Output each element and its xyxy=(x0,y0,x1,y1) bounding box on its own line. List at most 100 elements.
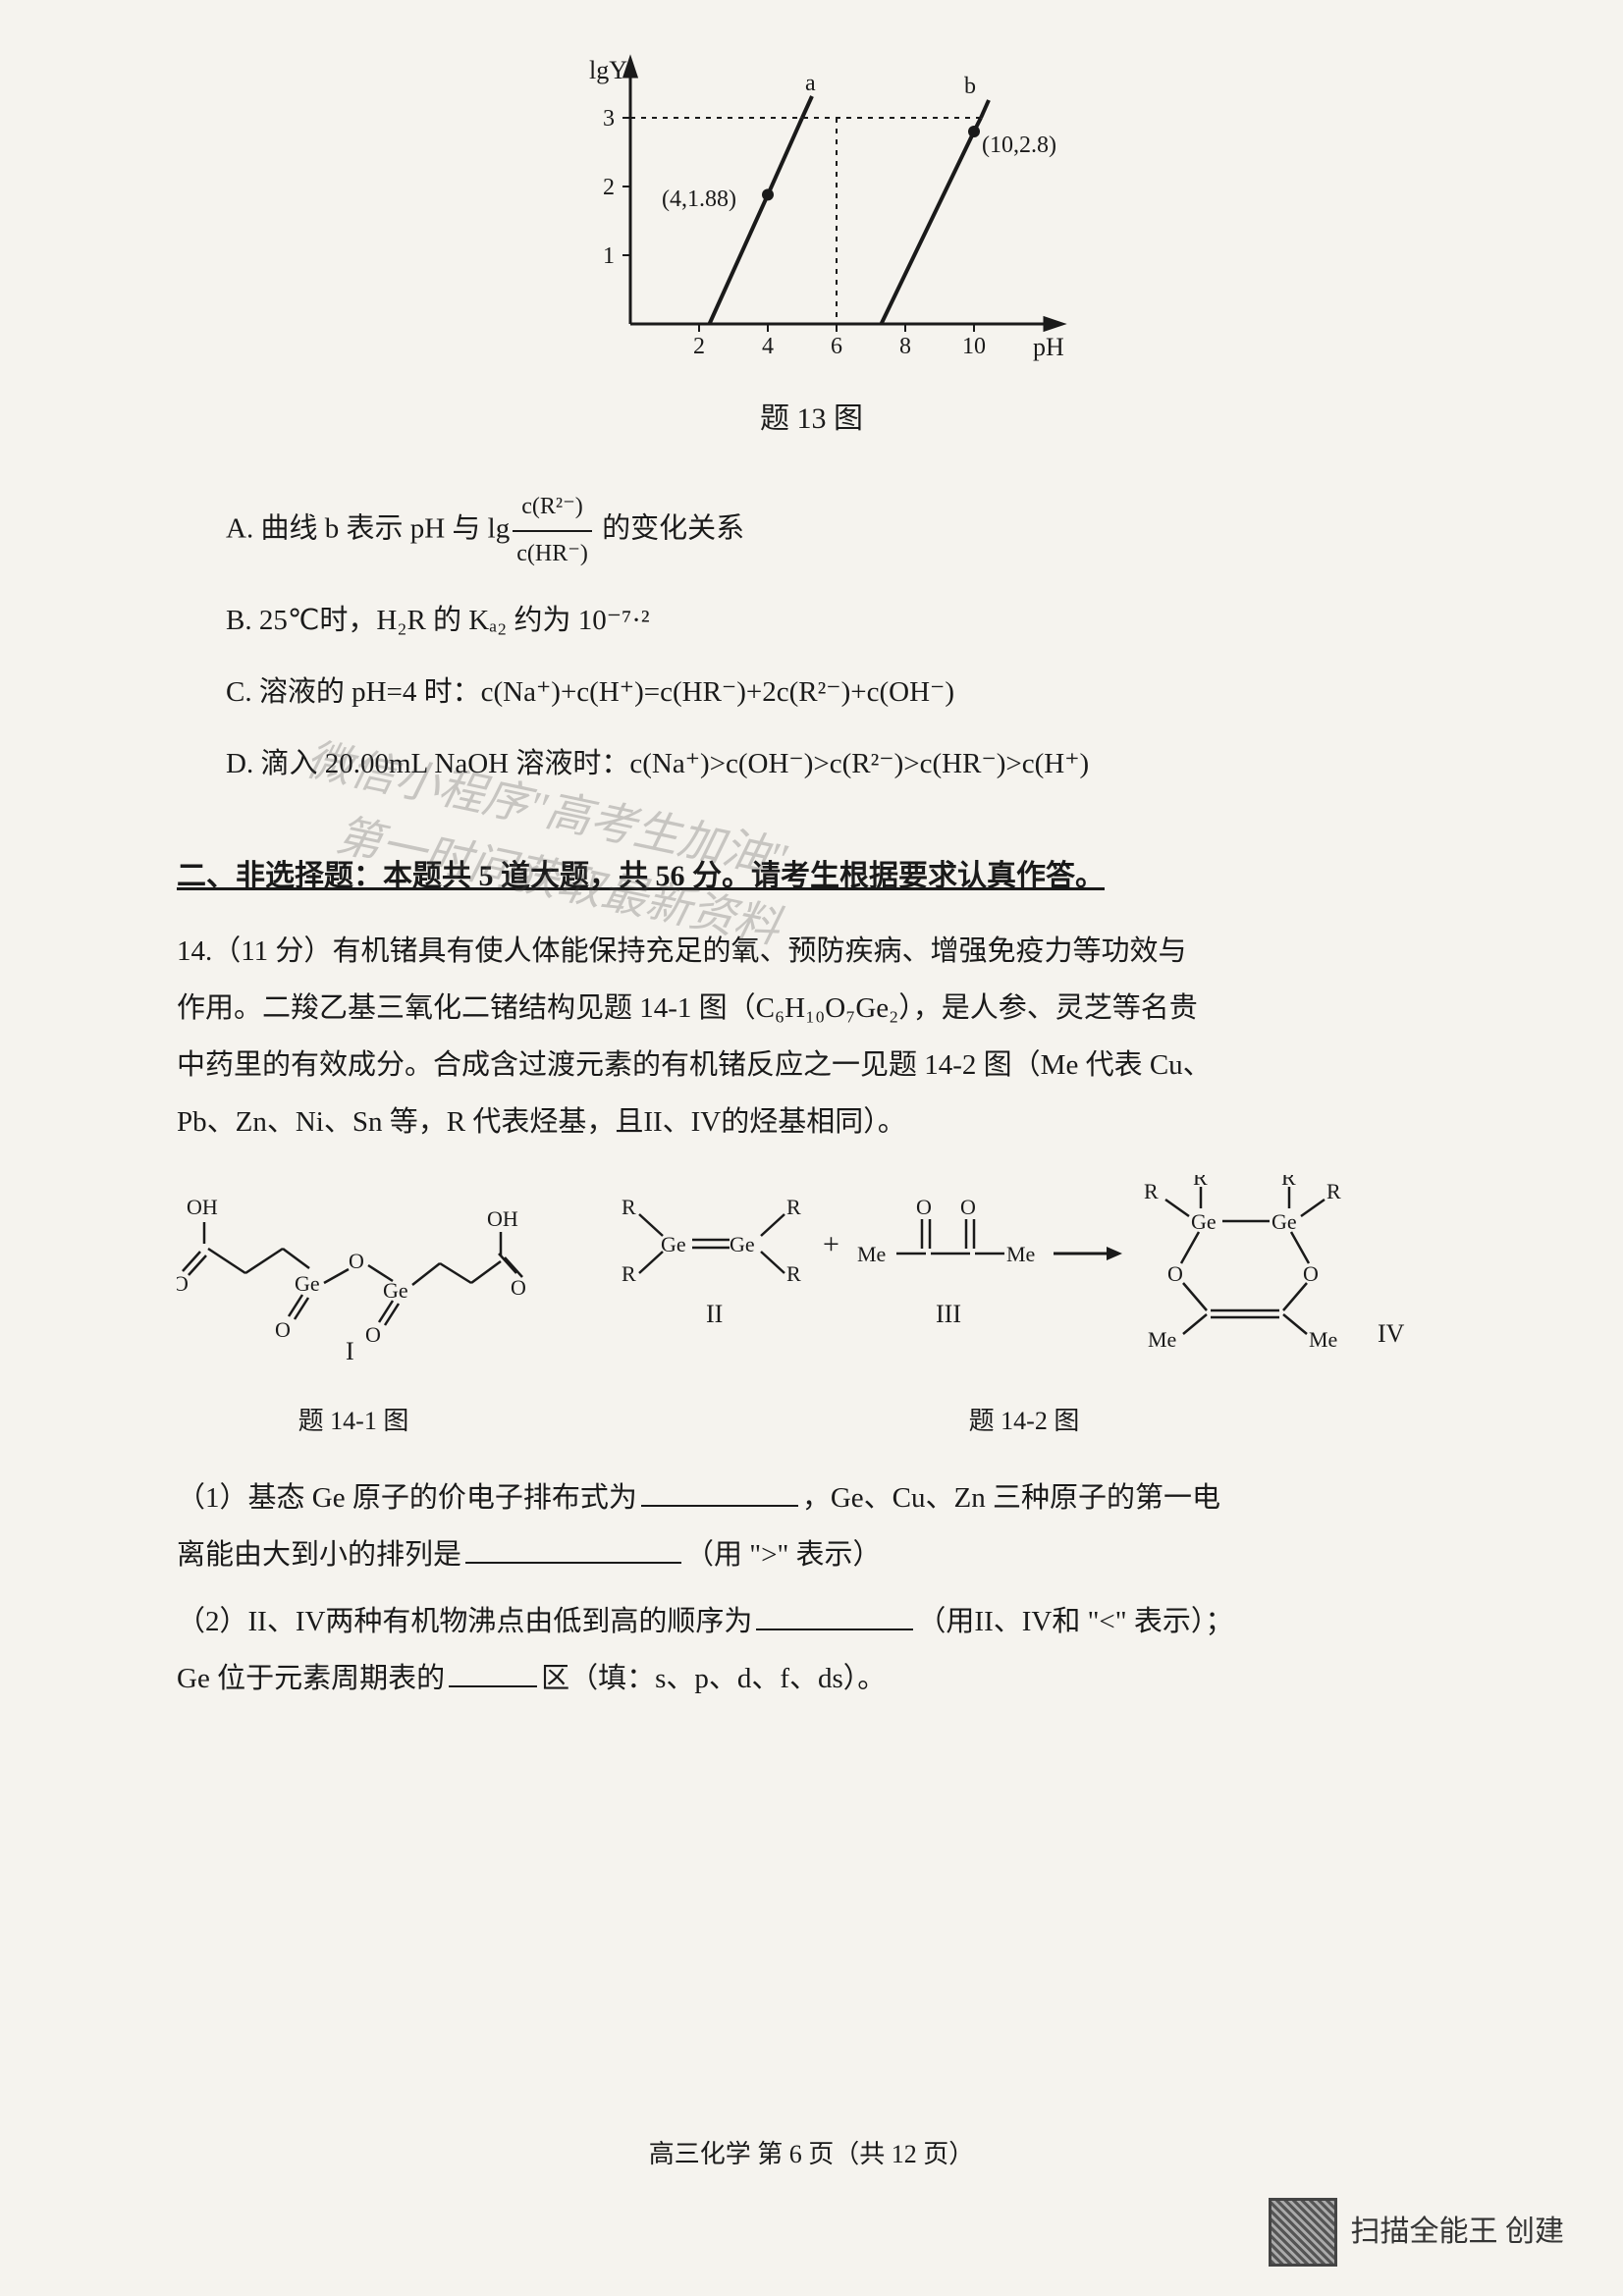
svg-text:10: 10 xyxy=(962,334,986,359)
figure-14-2-caption: 题 14-2 图 xyxy=(602,1399,1446,1445)
svg-text:O: O xyxy=(365,1322,381,1347)
svg-text:Ge: Ge xyxy=(295,1271,320,1296)
fig1-roman: I xyxy=(346,1337,354,1365)
svg-text:1: 1 xyxy=(603,243,615,269)
q14-sub2-line2-prefix: Ge 位于元素周期表的 xyxy=(177,1663,445,1694)
svg-text:Ge: Ge xyxy=(1271,1209,1297,1234)
svg-text:lgY: lgY xyxy=(589,56,627,84)
figure-14-2: R R Ge Ge R R II + Me xyxy=(602,1175,1446,1444)
svg-text:Ge: Ge xyxy=(383,1278,408,1303)
svg-text:a: a xyxy=(805,71,816,96)
scanner-watermark: 扫描全能王 创建 xyxy=(1269,2198,1565,2267)
q14-sub1-prefix: （1）基态 Ge 原子的价电子排布式为 xyxy=(177,1482,637,1514)
option-a-prefix: A. xyxy=(226,512,253,544)
svg-text:Me: Me xyxy=(857,1242,886,1266)
svg-text:Ge: Ge xyxy=(730,1232,755,1256)
option-d-prefix: D. xyxy=(226,748,253,779)
svg-text:b: b xyxy=(964,74,976,99)
q14-sub2-prefix: （2）II、IV两种有机物沸点由低到高的顺序为 xyxy=(177,1606,752,1637)
svg-text:O: O xyxy=(960,1195,976,1219)
option-a: A. 曲线 b 表示 pH 与 lgc(R²⁻)c(HR⁻) 的变化关系 xyxy=(226,485,1446,576)
svg-text:O: O xyxy=(275,1317,291,1342)
q14-figures: OH O Ge O O Ge xyxy=(177,1175,1446,1444)
q14-line1: 有机锗具有使人体能保持充足的氧、预防疾病、增强免疫力等功效与 xyxy=(332,935,1186,967)
q14-sub2-line2-tail: 区（填：s、p、d、f、ds）。 xyxy=(541,1663,886,1694)
blank-4 xyxy=(449,1653,537,1687)
svg-text:4: 4 xyxy=(762,334,774,359)
scanner-watermark-text: 扫描全能王 创建 xyxy=(1351,2206,1565,2259)
svg-text:8: 8 xyxy=(899,334,911,359)
q14-body: 14.（11 分）有机锗具有使人体能保持充足的氧、预防疾病、增强免疫力等功效与 … xyxy=(177,923,1446,1150)
svg-text:pH: pH xyxy=(1033,333,1064,361)
svg-text:2: 2 xyxy=(693,334,705,359)
svg-text:3: 3 xyxy=(603,106,615,132)
q14-sub1: （1）基态 Ge 原子的价电子排布式为 ，Ge、Cu、Zn 三种原子的第一电 离能… xyxy=(177,1469,1446,1583)
q14-sub1-mid: ，Ge、Cu、Zn 三种原子的第一电 xyxy=(802,1482,1220,1514)
svg-text:III: III xyxy=(936,1300,961,1328)
option-c-prefix: C. xyxy=(226,676,252,708)
svg-text:IV: IV xyxy=(1378,1319,1405,1348)
option-d: D. 滴入 20.00mL NaOH 溶液时：c(Na⁺)>c(OH⁻)>c(R… xyxy=(226,737,1446,791)
svg-text:O: O xyxy=(177,1271,189,1296)
section-2-header: 二、非选择题：本题共 5 道大题，共 56 分。请考生根据要求认真作答。 xyxy=(177,850,1446,903)
figure-14-1-caption: 题 14-1 图 xyxy=(177,1399,530,1445)
svg-text:Ge: Ge xyxy=(1191,1209,1217,1234)
option-c-text: 溶液的 pH=4 时：c(Na⁺)+c(H⁺)=c(HR⁻)+2c(R²⁻)+c… xyxy=(259,676,954,708)
svg-text:R: R xyxy=(1281,1175,1296,1190)
fraction-den: c(HR⁻) xyxy=(513,532,592,577)
svg-text:O: O xyxy=(511,1275,526,1300)
option-a-before: 曲线 b 表示 pH 与 lg xyxy=(260,512,510,544)
option-b: B. 25℃时，H₂R 的 Kₐ₂ 约为 10⁻⁷·² xyxy=(226,594,1446,648)
svg-text:Me: Me xyxy=(1006,1242,1035,1266)
option-d-text: 滴入 20.00mL NaOH 溶液时：c(Na⁺)>c(OH⁻)>c(R²⁻)… xyxy=(260,748,1089,779)
q14-line4: Pb、Zn、Ni、Sn 等，R 代表烃基，且II、IV的烃基相同）。 xyxy=(177,1106,906,1138)
svg-text:R: R xyxy=(786,1261,801,1286)
svg-text:Me: Me xyxy=(1148,1327,1176,1352)
figure-14-2-svg: R R Ge Ge R R II + Me xyxy=(602,1175,1446,1371)
q14-sub2: （2）II、IV两种有机物沸点由低到高的顺序为 （用II、IV和 "<" 表示）；… xyxy=(177,1593,1446,1707)
q13-chart-caption: 题 13 图 xyxy=(177,393,1446,446)
blank-2 xyxy=(465,1529,681,1564)
svg-text:(4,1.88): (4,1.88) xyxy=(662,187,736,212)
blank-1 xyxy=(641,1472,798,1507)
option-a-after: 的变化关系 xyxy=(595,512,744,544)
svg-text:O: O xyxy=(1167,1261,1183,1286)
figure-14-1: OH O Ge O O Ge xyxy=(177,1185,530,1444)
q14-sub1-tail: （用 ">" 表示） xyxy=(685,1539,882,1571)
svg-text:R: R xyxy=(1193,1175,1208,1190)
q13-chart-container: 2 4 6 8 10 1 2 3 lgY pH a (4,1.88) b xyxy=(177,49,1446,373)
svg-text:Me: Me xyxy=(1309,1327,1337,1352)
q14-line3: 中药里的有效成分。合成含过渡元素的有机锗反应之一见题 14-2 图（Me 代表 … xyxy=(177,1049,1212,1081)
blank-3 xyxy=(756,1596,913,1630)
fraction-num: c(R²⁻) xyxy=(513,485,592,532)
q13-options: A. 曲线 b 表示 pH 与 lgc(R²⁻)c(HR⁻) 的变化关系 B. … xyxy=(177,485,1446,791)
option-a-fraction: c(R²⁻)c(HR⁻) xyxy=(513,485,592,576)
svg-text:Ge: Ge xyxy=(661,1232,686,1256)
qr-icon xyxy=(1269,2198,1337,2267)
option-b-text: 25℃时，H₂R 的 Kₐ₂ 约为 10⁻⁷·² xyxy=(259,605,650,636)
q14-line2: 作用。二羧乙基三氧化二锗结构见题 14-1 图（C₆H₁₀O₇Ge₂），是人参、… xyxy=(177,992,1198,1024)
svg-text:O: O xyxy=(1303,1261,1319,1286)
q14-number: 14.（11 分） xyxy=(177,935,332,967)
svg-text:2: 2 xyxy=(603,175,615,200)
svg-text:OH: OH xyxy=(187,1195,218,1219)
option-b-prefix: B. xyxy=(226,605,252,636)
svg-text:O: O xyxy=(916,1195,932,1219)
q13-chart: 2 4 6 8 10 1 2 3 lgY pH a (4,1.88) b xyxy=(542,49,1082,373)
svg-text:+: + xyxy=(823,1228,839,1260)
svg-text:R: R xyxy=(1326,1179,1341,1203)
svg-text:OH: OH xyxy=(487,1206,518,1231)
figure-14-1-svg: OH O Ge O O Ge xyxy=(177,1185,530,1371)
q14-sub1-line2: 离能由大到小的排列是 xyxy=(177,1539,461,1571)
svg-text:6: 6 xyxy=(831,334,842,359)
q14-sub2-tail: （用II、IV和 "<" 表示）； xyxy=(917,1606,1233,1637)
svg-text:R: R xyxy=(622,1261,636,1286)
page-footer: 高三化学 第 6 页（共 12 页） xyxy=(0,2132,1623,2178)
svg-text:R: R xyxy=(1144,1179,1159,1203)
svg-text:R: R xyxy=(622,1195,636,1219)
svg-text:R: R xyxy=(786,1195,801,1219)
svg-text:II: II xyxy=(706,1300,723,1328)
svg-text:(10,2.8): (10,2.8) xyxy=(982,133,1056,158)
option-c: C. 溶液的 pH=4 时：c(Na⁺)+c(H⁺)=c(HR⁻)+2c(R²⁻… xyxy=(226,666,1446,720)
svg-text:O: O xyxy=(349,1249,364,1273)
